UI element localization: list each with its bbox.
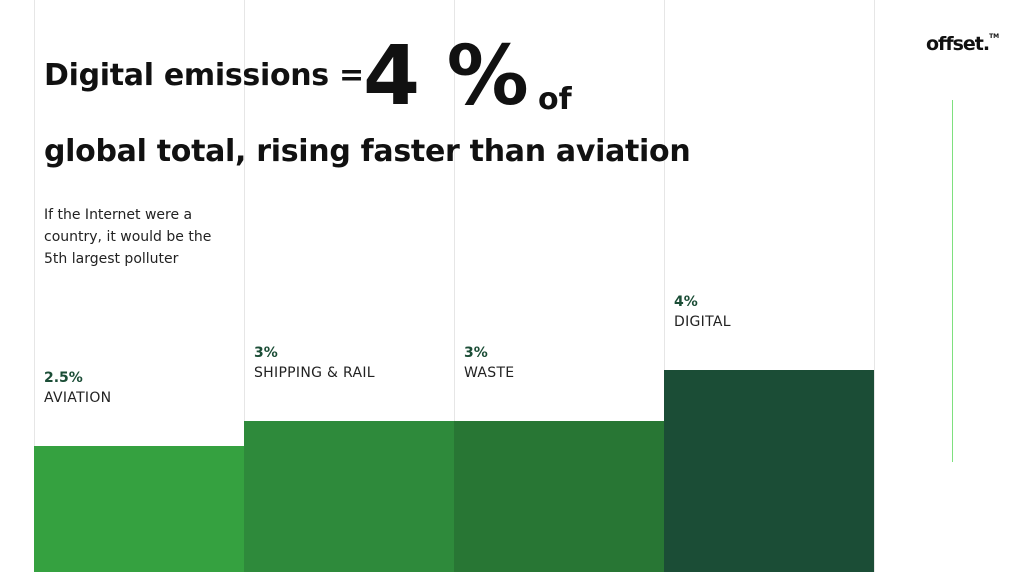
value-label: 2.5% [44, 370, 83, 386]
bar-1 [244, 420, 454, 572]
gridline [244, 0, 245, 572]
bar-label: 2.5% AVIATION [44, 368, 111, 408]
bar-3 [664, 370, 874, 572]
value-label: 3% [254, 344, 278, 361]
accent-line [952, 100, 953, 462]
category-label: SHIPPING & RAIL [254, 364, 375, 381]
gridline [454, 0, 455, 572]
subtitle: If the Internet were a country, it would… [44, 207, 212, 267]
value-label: 4% [674, 294, 698, 311]
title-line-2: global total, rising faster than aviatio… [44, 134, 691, 169]
category-label: AVIATION [44, 390, 112, 406]
gridline [34, 0, 35, 572]
bar-label: 3% WASTE [464, 343, 514, 383]
bar-label: 4% DIGITAL [674, 292, 731, 332]
offset-logo: offset.TM [926, 33, 1000, 55]
bar-label: 3% SHIPPING & RAIL [254, 343, 375, 383]
value-label: 3% [464, 344, 488, 361]
title-line-1: Digital emissions = [44, 58, 364, 93]
bar-2 [454, 420, 664, 572]
category-label: DIGITAL [674, 314, 731, 331]
category-label: WASTE [464, 364, 515, 381]
bar-0 [34, 446, 244, 572]
headline-value: 4 % [363, 29, 529, 124]
gridline [664, 0, 665, 572]
title-of: of [538, 82, 572, 117]
gridline [874, 0, 875, 572]
